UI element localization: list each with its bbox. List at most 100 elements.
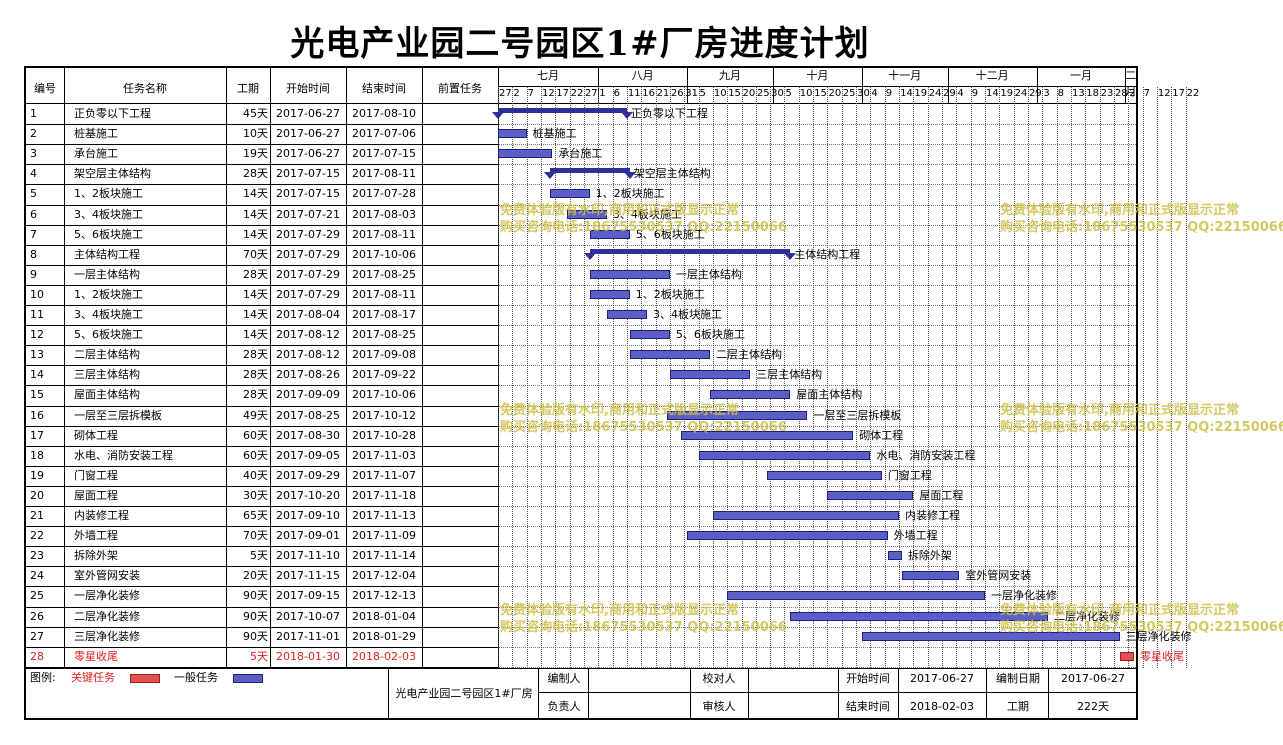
row-dotted-line — [498, 305, 1136, 306]
row-dotted-line — [498, 345, 1136, 347]
day-gridline — [899, 87, 901, 668]
task-bar — [861, 631, 1120, 641]
task-bar-label: 二层主体结构 — [716, 348, 782, 362]
task-start-cell: 2017-09-29 — [276, 468, 340, 482]
row-dotted-line — [498, 526, 1136, 528]
day-gridline — [598, 87, 600, 668]
day-gridline — [526, 87, 528, 668]
task-no-cell: 11 — [30, 308, 44, 321]
task-name-cell: 正负零以下工程 — [74, 107, 151, 120]
day-gridline — [770, 87, 772, 668]
summary-bar-end-marker — [620, 112, 633, 120]
day-gridline — [813, 87, 815, 668]
header-start: 开始时间 — [286, 82, 330, 95]
task-name-cell: 三层主体结构 — [74, 368, 140, 382]
task-duration-cell: 90天 — [243, 629, 268, 643]
task-no-cell: 1 — [30, 107, 37, 120]
row-dotted-line — [498, 405, 1136, 407]
timeline-day-tick: 14 — [900, 88, 913, 99]
row-line — [24, 325, 498, 327]
task-start-cell: 2017-11-10 — [276, 549, 340, 563]
day-gridline — [913, 87, 915, 668]
day-gridline — [512, 87, 514, 668]
footer-mid-line — [538, 692, 1136, 693]
task-name-cell: 1、2板块施工 — [74, 187, 143, 201]
task-start-cell: 2017-10-20 — [276, 488, 340, 502]
footer-start-value: 2017-06-27 — [910, 672, 974, 685]
row-line — [24, 264, 498, 266]
task-duration-cell: 60天 — [243, 428, 268, 442]
day-gridline — [540, 87, 542, 668]
summary-bar — [498, 108, 627, 114]
task-bar-label: 3、4板块施工 — [652, 308, 722, 322]
day-gridline — [870, 87, 872, 668]
row-dotted-line — [498, 385, 1136, 387]
row-line — [24, 646, 498, 648]
timeline-day-tick: 7 — [1143, 88, 1150, 99]
day-gridline — [1113, 87, 1115, 668]
task-name-cell: 三层净化装修 — [74, 629, 140, 643]
task-bar-label: 门窗工程 — [887, 468, 932, 482]
row-dotted-line — [498, 506, 1136, 507]
timeline-day-tick: 27 — [584, 88, 598, 99]
task-end-cell: 2017-11-14 — [352, 549, 416, 563]
row-line — [24, 224, 498, 226]
timeline-day-tick: 12 — [541, 88, 555, 99]
task-end-cell: 2017-12-13 — [352, 589, 416, 603]
task-bar-label: 主体结构工程 — [794, 247, 861, 261]
footer-column-line — [986, 667, 987, 718]
task-duration-cell: 14天 — [243, 227, 268, 241]
footer-start-label: 开始时间 — [846, 672, 890, 685]
month-divider — [1036, 68, 1038, 103]
task-no-cell: 28 — [30, 649, 44, 663]
row-line — [24, 365, 498, 367]
task-bar-label: 三层净化装修 — [1125, 629, 1192, 643]
month-divider — [598, 68, 600, 103]
timeline-day-tick: 28 — [1114, 88, 1128, 99]
task-bar — [727, 591, 986, 601]
timeline-day-tick: 29 — [943, 88, 956, 99]
task-duration-cell: 14天 — [243, 328, 268, 342]
task-name-cell: 1、2板块施工 — [74, 287, 143, 301]
task-duration-cell: 5天 — [250, 649, 268, 663]
task-bar-label: 零星收尾 — [1140, 649, 1184, 663]
task-bar-label: 一层净化装修 — [991, 589, 1058, 603]
task-end-cell: 2017-08-10 — [352, 107, 416, 120]
day-gridline — [555, 87, 557, 668]
task-bar-label: 拆除外架 — [907, 549, 952, 563]
row-line — [24, 445, 498, 447]
timeline-day-tick: 4 — [871, 88, 878, 99]
timeline-day-tick: 14 — [986, 88, 999, 99]
task-end-cell: 2017-10-12 — [352, 408, 416, 422]
legend-critical-label: 关键任务 — [71, 671, 115, 684]
header-no: 编号 — [34, 82, 56, 95]
day-gridline — [1070, 87, 1072, 668]
task-name-cell: 屋面主体结构 — [74, 388, 140, 402]
timeline-day-tick: 9 — [885, 88, 893, 99]
timeline-day-tick: 4 — [957, 88, 964, 99]
task-start-cell: 2017-09-01 — [276, 529, 340, 543]
timeline-day-tick: 7 — [527, 88, 535, 99]
task-no-cell: 20 — [30, 488, 44, 502]
task-bar — [712, 511, 900, 521]
timeline-month: 九月 — [719, 69, 742, 82]
task-name-cell: 一层至三层拆模板 — [74, 408, 162, 422]
header-duration: 工期 — [237, 82, 259, 95]
row-line — [24, 244, 498, 246]
task-bar — [589, 229, 630, 239]
task-duration-cell: 45天 — [243, 107, 268, 120]
summary-bar-end-marker — [784, 252, 797, 260]
row-line — [24, 425, 498, 427]
day-gridline — [985, 87, 987, 668]
footer-edit-date-label: 编制日期 — [996, 672, 1040, 685]
task-bar-label: 水电、消防安装工程 — [876, 448, 976, 462]
task-duration-cell: 14天 — [243, 187, 268, 201]
day-gridline — [641, 87, 643, 668]
month-divider — [861, 68, 863, 103]
row-dotted-line — [498, 365, 1136, 367]
task-bar — [667, 410, 808, 420]
task-duration-cell: 90天 — [243, 589, 268, 603]
footer-column-line — [1048, 667, 1049, 718]
footer-end-label: 结束时间 — [846, 700, 890, 713]
task-no-cell: 13 — [30, 348, 44, 362]
